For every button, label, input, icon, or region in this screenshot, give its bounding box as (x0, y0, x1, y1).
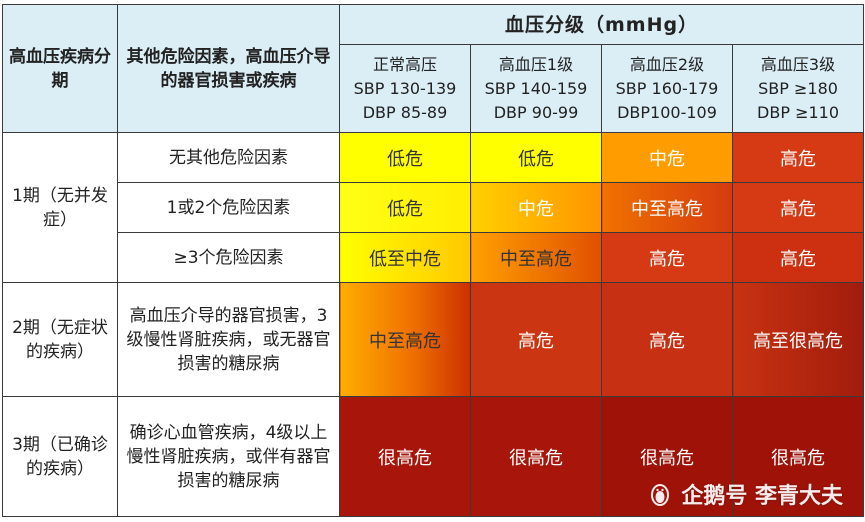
table-row: 1期（无并发症） 无其他危险因素 低危 低危 中危 高危 (2, 132, 865, 283)
grade-sbp: SBP ≥180 (758, 78, 838, 98)
factor-label: 高血压介导的器官损害，3级慢性肾脏疾病，或无器官损害的糖尿病 (117, 282, 340, 397)
risk-cell: 高危 (601, 282, 733, 397)
stage-3-label: 3期（已确诊的疾病） (2, 396, 118, 517)
grade-sbp: SBP 140-159 (484, 78, 588, 98)
risk-cell: 低危 (339, 182, 471, 233)
penguin-icon (651, 484, 670, 506)
watermark: 企鹅号 李青大夫 (647, 478, 843, 510)
risk-cell: 很高危 (601, 396, 733, 517)
risk-cell: 高危 (731, 132, 865, 183)
risk-cell: 高危 (731, 182, 865, 233)
table-row: 1或2个危险因素 低危 中危 中至高危 高危 (3, 182, 865, 233)
grade-name: 高血压2级 (629, 54, 705, 74)
risk-cell: 很高危 (339, 396, 471, 517)
factor-label: 无其他危险因素 (117, 132, 340, 183)
header-grade-normal-high: 正常高压 SBP 130-139 DBP 85-89 (339, 44, 471, 133)
grade-name: 高血压1级 (498, 54, 574, 74)
factor-label: 1或2个危险因素 (117, 182, 340, 233)
risk-cell: 很高危 (731, 396, 865, 517)
risk-cell: 低至中危 (339, 232, 471, 283)
header-grade-2: 高血压2级 SBP 160-179 DBP100-109 (601, 44, 733, 133)
grade-dbp: DBP100-109 (617, 102, 717, 122)
risk-cell: 中危 (470, 182, 602, 233)
risk-cell: 很高危 (470, 396, 602, 517)
risk-cell: 高危 (470, 282, 602, 397)
grade-dbp: DBP ≥110 (757, 102, 840, 122)
grade-name: 正常高压 (372, 54, 437, 74)
risk-cell: 中至高危 (470, 232, 602, 283)
risk-cell: 中危 (601, 132, 733, 183)
risk-cell: 高危 (601, 232, 733, 283)
risk-cell: 高至很高危 (731, 282, 865, 397)
factor-label: ≥3个危险因素 (117, 232, 340, 283)
watermark-text: 企鹅号 李青大夫 (681, 484, 843, 509)
header-factors: 其他危险因素，高血压介导的器官损害或疾病 (117, 4, 340, 133)
table-row: 3期（已确诊的疾病） 确诊心血管疾病，4级以上慢性肾脏疾病，或伴有器官损害的糖尿… (2, 396, 865, 517)
grade-dbp: DBP 85-89 (362, 102, 448, 122)
risk-cell: 中至高危 (601, 182, 733, 233)
grade-dbp: DBP 90-99 (493, 102, 579, 122)
stage-2-label: 2期（无症状的疾病） (2, 282, 118, 397)
stage-1-label: 1期（无并发症） (2, 132, 118, 283)
grade-name: 高血压3级 (760, 54, 836, 74)
grade-sbp: SBP 130-139 (353, 78, 457, 98)
factor-label: 确诊心血管疾病，4级以上慢性肾脏疾病，或伴有器官损害的糖尿病 (117, 396, 340, 517)
header-grade-1: 高血压1级 SBP 140-159 DBP 90-99 (470, 44, 602, 133)
risk-cell: 高危 (731, 232, 865, 283)
risk-cell: 低危 (470, 132, 602, 183)
grade-sbp: SBP 160-179 (615, 78, 719, 98)
header-stage: 高血压疾病分期 (2, 4, 118, 133)
table-row: 2期（无症状的疾病） 高血压介导的器官损害，3级慢性肾脏疾病，或无器官损害的糖尿… (2, 282, 865, 397)
table-row: ≥3个危险因素 低至中危 中至高危 高危 高危 (3, 232, 865, 283)
header-bp-title: 血压分级（mmHg） (338, 4, 865, 45)
header-grade-3: 高血压3级 SBP ≥180 DBP ≥110 (731, 44, 865, 133)
risk-cell: 低危 (339, 132, 471, 183)
hypertension-risk-table: 高血压疾病分期 其他危险因素，高血压介导的器官损害或疾病 血压分级（mmHg） … (2, 4, 865, 517)
risk-cell: 中至高危 (339, 282, 471, 397)
